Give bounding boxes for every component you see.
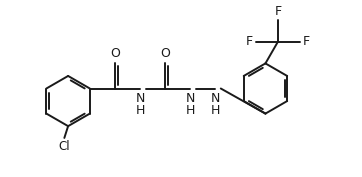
Text: F: F — [274, 5, 282, 18]
Text: Cl: Cl — [59, 140, 70, 153]
Text: N: N — [211, 92, 220, 104]
Text: H: H — [135, 104, 145, 117]
Text: O: O — [110, 47, 120, 60]
Text: F: F — [303, 35, 310, 48]
Text: O: O — [160, 47, 170, 60]
Text: H: H — [185, 104, 195, 117]
Text: N: N — [135, 92, 145, 104]
Text: N: N — [185, 92, 195, 104]
Text: H: H — [211, 104, 220, 117]
Text: F: F — [246, 35, 253, 48]
